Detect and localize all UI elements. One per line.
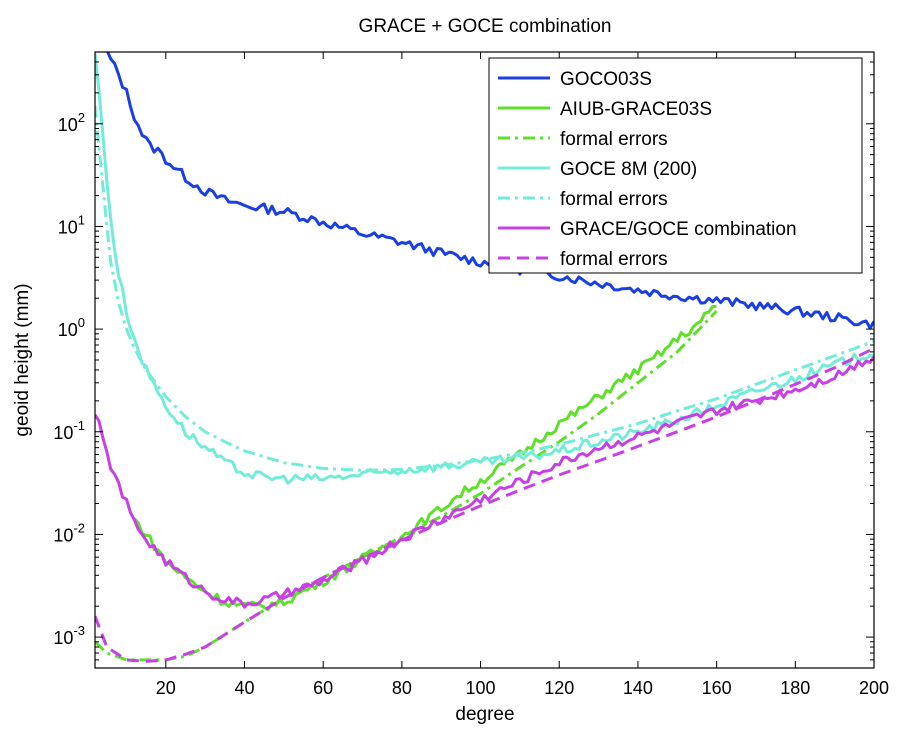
- x-tick-label: 20: [156, 678, 176, 698]
- legend-entry: GOCE 8M (200): [560, 159, 697, 180]
- plot-area: 20 40 60 80 100 120 140 160 180 200 10-310-210-11…: [53, 51, 889, 698]
- x-tick-label: 80: [392, 678, 412, 698]
- series-layer: [95, 52, 874, 663]
- y-tick-label: 10-3: [53, 623, 85, 648]
- y-tick-label: 10-2: [53, 520, 85, 545]
- x-tick-label: 160: [702, 678, 732, 698]
- series-line: [95, 53, 874, 485]
- legend-entry: formal errors: [560, 249, 668, 270]
- y-axis-label: geoid height (mm): [12, 283, 33, 436]
- x-tick-label: 180: [780, 678, 810, 698]
- legend-box: [488, 57, 863, 274]
- y-axis: 10-3 10-2 10-1 100 101 102: [53, 51, 874, 669]
- legend-entry: GOCO03S: [560, 69, 652, 90]
- x-tick-label: 60: [313, 678, 333, 698]
- x-axis-label: degree: [455, 704, 514, 725]
- legend-entry: formal errors: [560, 129, 668, 150]
- series-line: [95, 105, 874, 472]
- series-line: [95, 309, 718, 662]
- x-tick-label: 40: [234, 678, 254, 698]
- x-tick-label: 120: [544, 678, 574, 698]
- series-line: [95, 346, 874, 663]
- y-tick-label: 10-1: [53, 418, 85, 443]
- legend: GOCO03S AIUB-GRACE03S formal errors GOCE 8M…: [488, 57, 863, 274]
- legend-entry: formal errors: [560, 189, 668, 210]
- y-tick-label: 100: [58, 315, 85, 340]
- x-tick-label: 140: [623, 678, 653, 698]
- y-tick-label: 102: [58, 110, 85, 135]
- series-line: [95, 355, 874, 609]
- x-tick-label: 100: [466, 678, 496, 698]
- chart-title: GRACE + GOCE combination: [359, 16, 612, 37]
- legend-entry: GRACE/GOCE combination: [560, 219, 797, 240]
- x-axis: 20 40 60 80 100 120 140 160 180 200: [156, 52, 889, 698]
- x-tick-label: 200: [859, 678, 889, 698]
- y-tick-label: 101: [58, 212, 85, 237]
- legend-entry: AIUB-GRACE03S: [560, 99, 712, 120]
